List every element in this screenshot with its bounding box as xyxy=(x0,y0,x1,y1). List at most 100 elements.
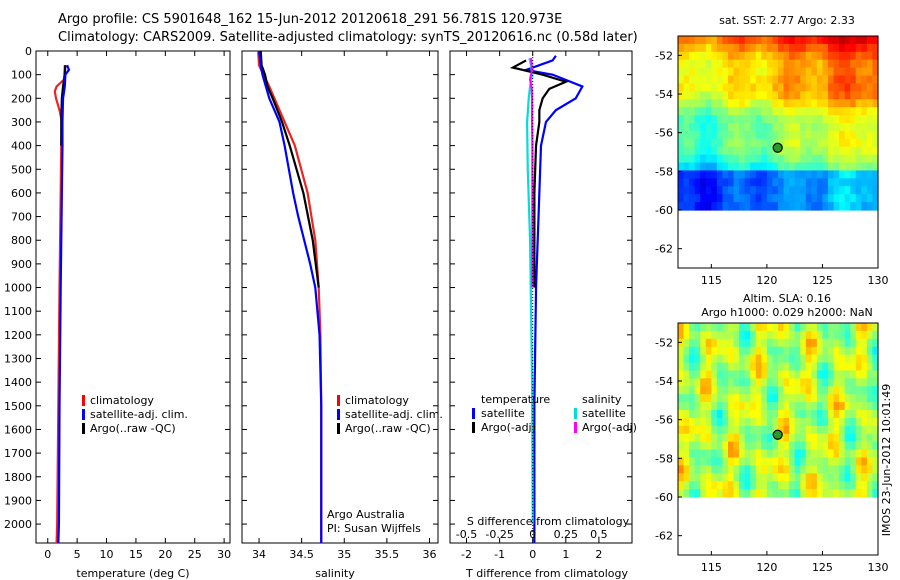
heatmap-cell xyxy=(844,194,851,203)
heatmap-cell xyxy=(744,178,751,187)
heatmap-cell xyxy=(683,330,690,340)
heatmap-cell xyxy=(800,146,807,156)
heatmap-cell xyxy=(705,417,712,427)
heatmap-cell xyxy=(872,465,879,474)
heatmap-cell xyxy=(750,91,757,100)
heatmap-cell xyxy=(805,138,812,148)
heatmap-cell xyxy=(744,162,751,172)
heatmap-cell xyxy=(683,433,690,443)
heatmap-cell xyxy=(733,67,740,77)
heatmap-cell xyxy=(811,449,818,459)
heatmap-cell xyxy=(689,51,696,61)
x-tick-label: 1 xyxy=(562,548,569,561)
argo-float-marker xyxy=(772,142,783,153)
heatmap-cell xyxy=(761,170,768,179)
heatmap-cell xyxy=(800,346,807,356)
heatmap-cell xyxy=(694,449,701,459)
heatmap-cell xyxy=(733,99,740,108)
heatmap-cell xyxy=(766,202,774,211)
heatmap-cell xyxy=(828,178,835,187)
heatmap-cell xyxy=(722,323,729,332)
heatmap-cell xyxy=(839,186,846,195)
heatmap-cell xyxy=(839,346,846,356)
heatmap-cell xyxy=(866,402,874,411)
heatmap-cell xyxy=(833,330,840,340)
heatmap-cell xyxy=(750,43,757,53)
heatmap-cell xyxy=(844,59,851,69)
heatmap-cell xyxy=(861,441,868,451)
heatmap-cell xyxy=(755,417,762,427)
heatmap-cell xyxy=(761,138,768,148)
heatmap-cell xyxy=(705,154,712,164)
heatmap-cell xyxy=(700,441,707,451)
heatmap-cell xyxy=(833,354,840,364)
heatmap-cell xyxy=(778,449,785,459)
heatmap-cell xyxy=(739,481,746,490)
heatmap-cell xyxy=(794,36,801,45)
heatmap-cell xyxy=(766,146,774,156)
heatmap-cell xyxy=(716,402,724,411)
heatmap-cell xyxy=(744,370,751,379)
heatmap-cell xyxy=(739,402,746,411)
heatmap-cell xyxy=(789,386,796,395)
heatmap-cell xyxy=(766,346,774,356)
heatmap-cell xyxy=(833,36,840,45)
heatmap-cell xyxy=(822,323,829,332)
heatmap-cell xyxy=(828,99,835,108)
heatmap-cell xyxy=(855,433,862,443)
heatmap-cell xyxy=(783,91,790,100)
heatmap-cell xyxy=(772,370,779,379)
heatmap-cell xyxy=(739,457,746,466)
heatmap-cell xyxy=(855,178,862,187)
y-tick-label: 400 xyxy=(11,140,32,153)
heatmap-cell xyxy=(755,130,762,140)
heatmap-cell xyxy=(711,394,718,403)
heatmap-cell xyxy=(705,51,712,61)
heatmap-cell xyxy=(772,362,779,372)
heatmap-cell xyxy=(755,394,762,403)
heatmap-cell xyxy=(694,394,701,403)
heatmap-cell xyxy=(850,481,857,490)
heatmap-cell xyxy=(766,457,774,466)
heatmap-cell xyxy=(822,457,829,466)
heatmap-cell xyxy=(716,481,724,490)
heatmap-cell xyxy=(872,154,879,164)
heatmap-cell xyxy=(778,457,785,466)
heatmap-cell xyxy=(839,338,846,348)
heatmap-cell xyxy=(678,178,685,187)
heatmap-cell xyxy=(855,410,862,419)
heatmap-cell xyxy=(728,457,735,466)
heatmap-cell xyxy=(783,202,790,211)
y-tick-label: 1900 xyxy=(4,494,32,507)
heatmap-cell xyxy=(683,59,690,69)
heatmap-cell xyxy=(689,417,696,427)
heatmap-cell xyxy=(722,354,729,364)
heatmap-cell xyxy=(811,425,818,435)
heatmap-cell xyxy=(705,354,712,364)
y-tick-label: 1800 xyxy=(4,471,32,484)
heatmap-cell xyxy=(678,394,685,403)
heatmap-cell xyxy=(750,202,757,211)
heatmap-cell xyxy=(739,489,746,498)
heatmap-cell xyxy=(689,107,696,116)
heatmap-cell xyxy=(744,417,751,427)
heatmap-cell xyxy=(805,130,812,140)
heatmap-cell xyxy=(794,362,801,372)
legend-swatch xyxy=(472,408,475,419)
heatmap-cell xyxy=(678,473,685,482)
heatmap-cell xyxy=(789,154,796,164)
heatmap-cell xyxy=(822,473,829,482)
heatmap-cell xyxy=(833,362,840,372)
heatmap-cell xyxy=(705,123,712,132)
heatmap-cell xyxy=(722,146,729,156)
heatmap-cell xyxy=(789,410,796,419)
heatmap-cell xyxy=(822,123,829,132)
heatmap-cell xyxy=(794,130,801,140)
heatmap-cell xyxy=(783,107,790,116)
heatmap-cell xyxy=(744,489,751,498)
heatmap-cell xyxy=(716,202,724,211)
heatmap-cell xyxy=(816,91,824,100)
heatmap-cell xyxy=(794,170,801,179)
heatmap-cell xyxy=(805,107,812,116)
heatmap-cell xyxy=(728,346,735,356)
